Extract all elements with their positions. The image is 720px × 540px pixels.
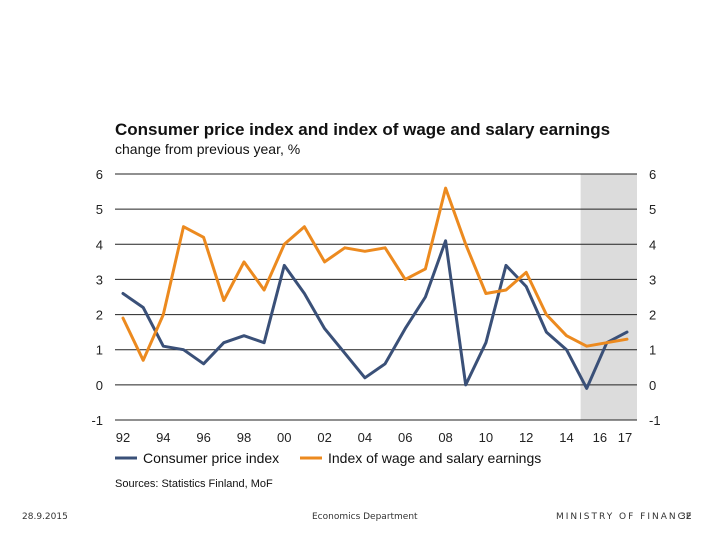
x-tick-label: 00 <box>277 430 291 445</box>
y-tick-label-left: 2 <box>96 308 103 323</box>
y-tick-label-right: -1 <box>649 413 661 428</box>
y-tick-label-right: 0 <box>649 378 656 393</box>
series-cpi-line <box>121 239 629 390</box>
x-tick-label: 96 <box>196 430 210 445</box>
y-tick-label-left: 3 <box>96 272 103 287</box>
gridlines-layer <box>115 173 637 421</box>
x-tick-label: 04 <box>358 430 372 445</box>
chart-title: Consumer price index and index of wage a… <box>115 120 611 139</box>
series-layer <box>121 186 629 390</box>
y-tick-label-right: 6 <box>649 167 656 182</box>
footer-ministry-logo: MINISTRY OF FINANCE <box>556 512 694 522</box>
x-tick-label: 98 <box>237 430 251 445</box>
y-tick-label-left: 4 <box>96 237 103 252</box>
y-tick-label-right: 2 <box>649 308 656 323</box>
x-tick-label: 08 <box>438 430 452 445</box>
y-tick-label-left: -1 <box>91 413 103 428</box>
x-tick-label: 06 <box>398 430 412 445</box>
y-tick-label-right: 3 <box>649 272 656 287</box>
y-tick-label-left: 1 <box>96 343 103 358</box>
x-tick-label: 92 <box>116 430 130 445</box>
legend-wage-label: Index of wage and salary earnings <box>328 450 541 466</box>
x-tick-label: 10 <box>479 430 493 445</box>
tick-labels-layer: -1 -10 01 12 23 34 45 56 692 94 96 98 00 02 04 06 08 10 12… <box>91 167 660 445</box>
x-tick-label: 16 <box>593 430 607 445</box>
legend: Consumer price index Index of wage and s… <box>115 450 541 466</box>
x-tick-label: 12 <box>519 430 533 445</box>
y-tick-label-left: 5 <box>96 202 103 217</box>
footer-department: Economics Department <box>312 512 418 522</box>
y-tick-label-left: 6 <box>96 167 103 182</box>
footer-page-number: 32 <box>680 512 692 522</box>
x-tick-label: 14 <box>559 430 573 445</box>
x-tick-label: 94 <box>156 430 170 445</box>
series-wage-line <box>121 186 629 362</box>
sources-note: Sources: Statistics Finland, MoF <box>115 478 273 490</box>
y-tick-label-right: 5 <box>649 202 656 217</box>
chart-subtitle: change from previous year, % <box>115 141 301 157</box>
x-tick-label: 02 <box>317 430 331 445</box>
y-tick-label-right: 1 <box>649 343 656 358</box>
footer-date: 28.9.2015 <box>22 512 68 522</box>
y-tick-label-right: 4 <box>649 237 656 252</box>
legend-cpi-label: Consumer price index <box>143 450 279 466</box>
y-tick-label-left: 0 <box>96 378 103 393</box>
x-tick-label: 17 <box>618 430 632 445</box>
